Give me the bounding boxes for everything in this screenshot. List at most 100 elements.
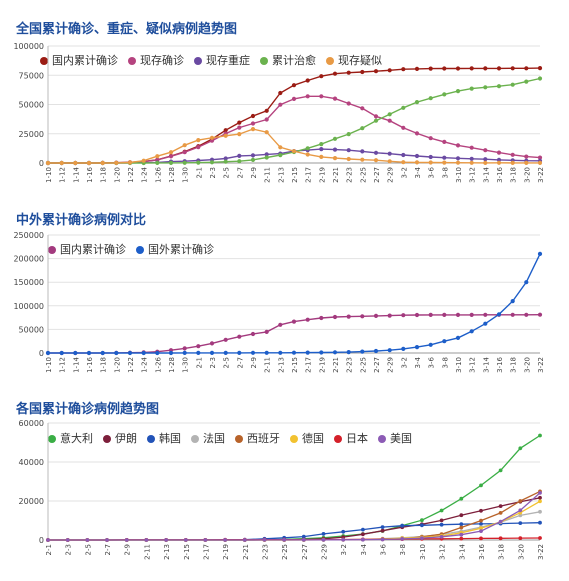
data-point	[459, 496, 464, 501]
y-tick-label: 150000	[13, 278, 44, 287]
data-point	[196, 160, 201, 165]
x-tick-label: 3-16	[478, 543, 486, 559]
legend-item: 法国	[191, 430, 225, 446]
data-point	[442, 160, 447, 165]
data-point	[373, 158, 379, 163]
y-tick-label: 100000	[13, 302, 44, 311]
data-point	[278, 153, 283, 158]
data-point	[237, 159, 242, 164]
data-point	[459, 536, 464, 541]
legend-item: 现存重症	[194, 52, 250, 68]
data-point	[387, 151, 392, 156]
data-point	[291, 319, 297, 324]
data-point	[305, 78, 310, 83]
data-point	[518, 446, 523, 451]
x-tick-label: 2-9	[250, 357, 258, 368]
legend-marker	[48, 246, 56, 254]
data-point	[537, 76, 543, 81]
data-point	[380, 528, 385, 533]
data-point	[321, 532, 326, 536]
data-point	[305, 146, 310, 151]
data-point	[237, 153, 242, 158]
y-tick-label: 0	[39, 536, 44, 545]
data-point	[387, 112, 392, 117]
data-point	[250, 153, 256, 158]
data-point	[401, 67, 406, 72]
data-point	[538, 495, 542, 500]
x-tick-label: 2-21	[332, 167, 340, 183]
x-tick-label: 1-20	[113, 167, 121, 183]
x-tick-label: 2-23	[261, 544, 269, 560]
legend-label: 日本	[346, 432, 368, 445]
data-point	[414, 345, 420, 350]
data-point	[360, 349, 365, 354]
data-point	[498, 504, 503, 508]
data-point	[209, 350, 215, 355]
data-point	[387, 313, 392, 318]
data-point	[346, 101, 351, 106]
x-tick-label: 2-15	[291, 357, 299, 373]
legend-item: 现存疑似	[326, 52, 382, 68]
data-point	[237, 334, 242, 339]
data-point	[264, 152, 269, 157]
x-tick-label: 3-4	[360, 543, 368, 555]
data-point	[428, 96, 433, 101]
x-tick-label: 2-25	[359, 357, 367, 373]
data-point	[414, 66, 420, 71]
x-tick-label: 2-21	[332, 357, 340, 373]
data-point	[360, 157, 365, 162]
data-point	[537, 312, 543, 317]
data-point	[459, 532, 464, 537]
data-point	[401, 160, 406, 165]
data-point	[483, 312, 488, 317]
x-tick-label: 2-5	[223, 357, 231, 368]
data-point	[442, 155, 447, 160]
x-tick-label: 2-3	[65, 544, 73, 555]
x-tick-label: 3-16	[496, 166, 504, 182]
data-point	[483, 157, 488, 162]
legend-marker	[260, 57, 268, 65]
data-point	[538, 520, 542, 525]
data-point	[373, 114, 379, 119]
data-point	[278, 90, 283, 96]
data-point	[439, 522, 444, 527]
x-tick-label: 3-22	[537, 357, 545, 373]
x-tick-label: 3-14	[482, 166, 490, 182]
legend-marker	[194, 57, 202, 65]
data-point	[360, 106, 365, 111]
legend-label: 现存疑似	[338, 54, 382, 67]
legend-item: 国内累计确诊	[40, 52, 118, 68]
data-point	[332, 136, 338, 141]
x-tick-label: 3-12	[469, 357, 477, 373]
data-point	[401, 125, 406, 130]
data-point	[483, 66, 488, 71]
legend-label: 累计治愈	[272, 54, 316, 67]
data-point	[164, 538, 169, 542]
data-point	[442, 139, 447, 144]
data-point	[524, 66, 529, 71]
data-point	[455, 335, 461, 340]
x-tick-label: 1-16	[86, 356, 94, 372]
legend-label: 伊朗	[115, 432, 137, 445]
data-point	[518, 508, 523, 513]
x-tick-label: 2-17	[305, 167, 313, 183]
legend-marker	[191, 435, 199, 443]
data-point	[332, 156, 338, 161]
data-point	[455, 156, 461, 161]
x-tick-label: 2-11	[264, 167, 272, 183]
data-point	[469, 66, 474, 71]
data-point	[420, 536, 424, 540]
data-point	[278, 322, 283, 327]
data-point	[360, 314, 365, 319]
data-point	[168, 154, 174, 159]
x-tick-label: 1-28	[168, 357, 176, 373]
data-point	[250, 113, 256, 119]
data-point	[114, 350, 119, 356]
y-tick-label: 250000	[13, 231, 44, 240]
data-point	[469, 312, 474, 317]
data-point	[223, 538, 228, 542]
data-point	[538, 499, 542, 504]
y-tick-label: 20000	[19, 497, 44, 506]
x-tick-label: 2-7	[104, 544, 112, 555]
data-point	[250, 157, 256, 162]
